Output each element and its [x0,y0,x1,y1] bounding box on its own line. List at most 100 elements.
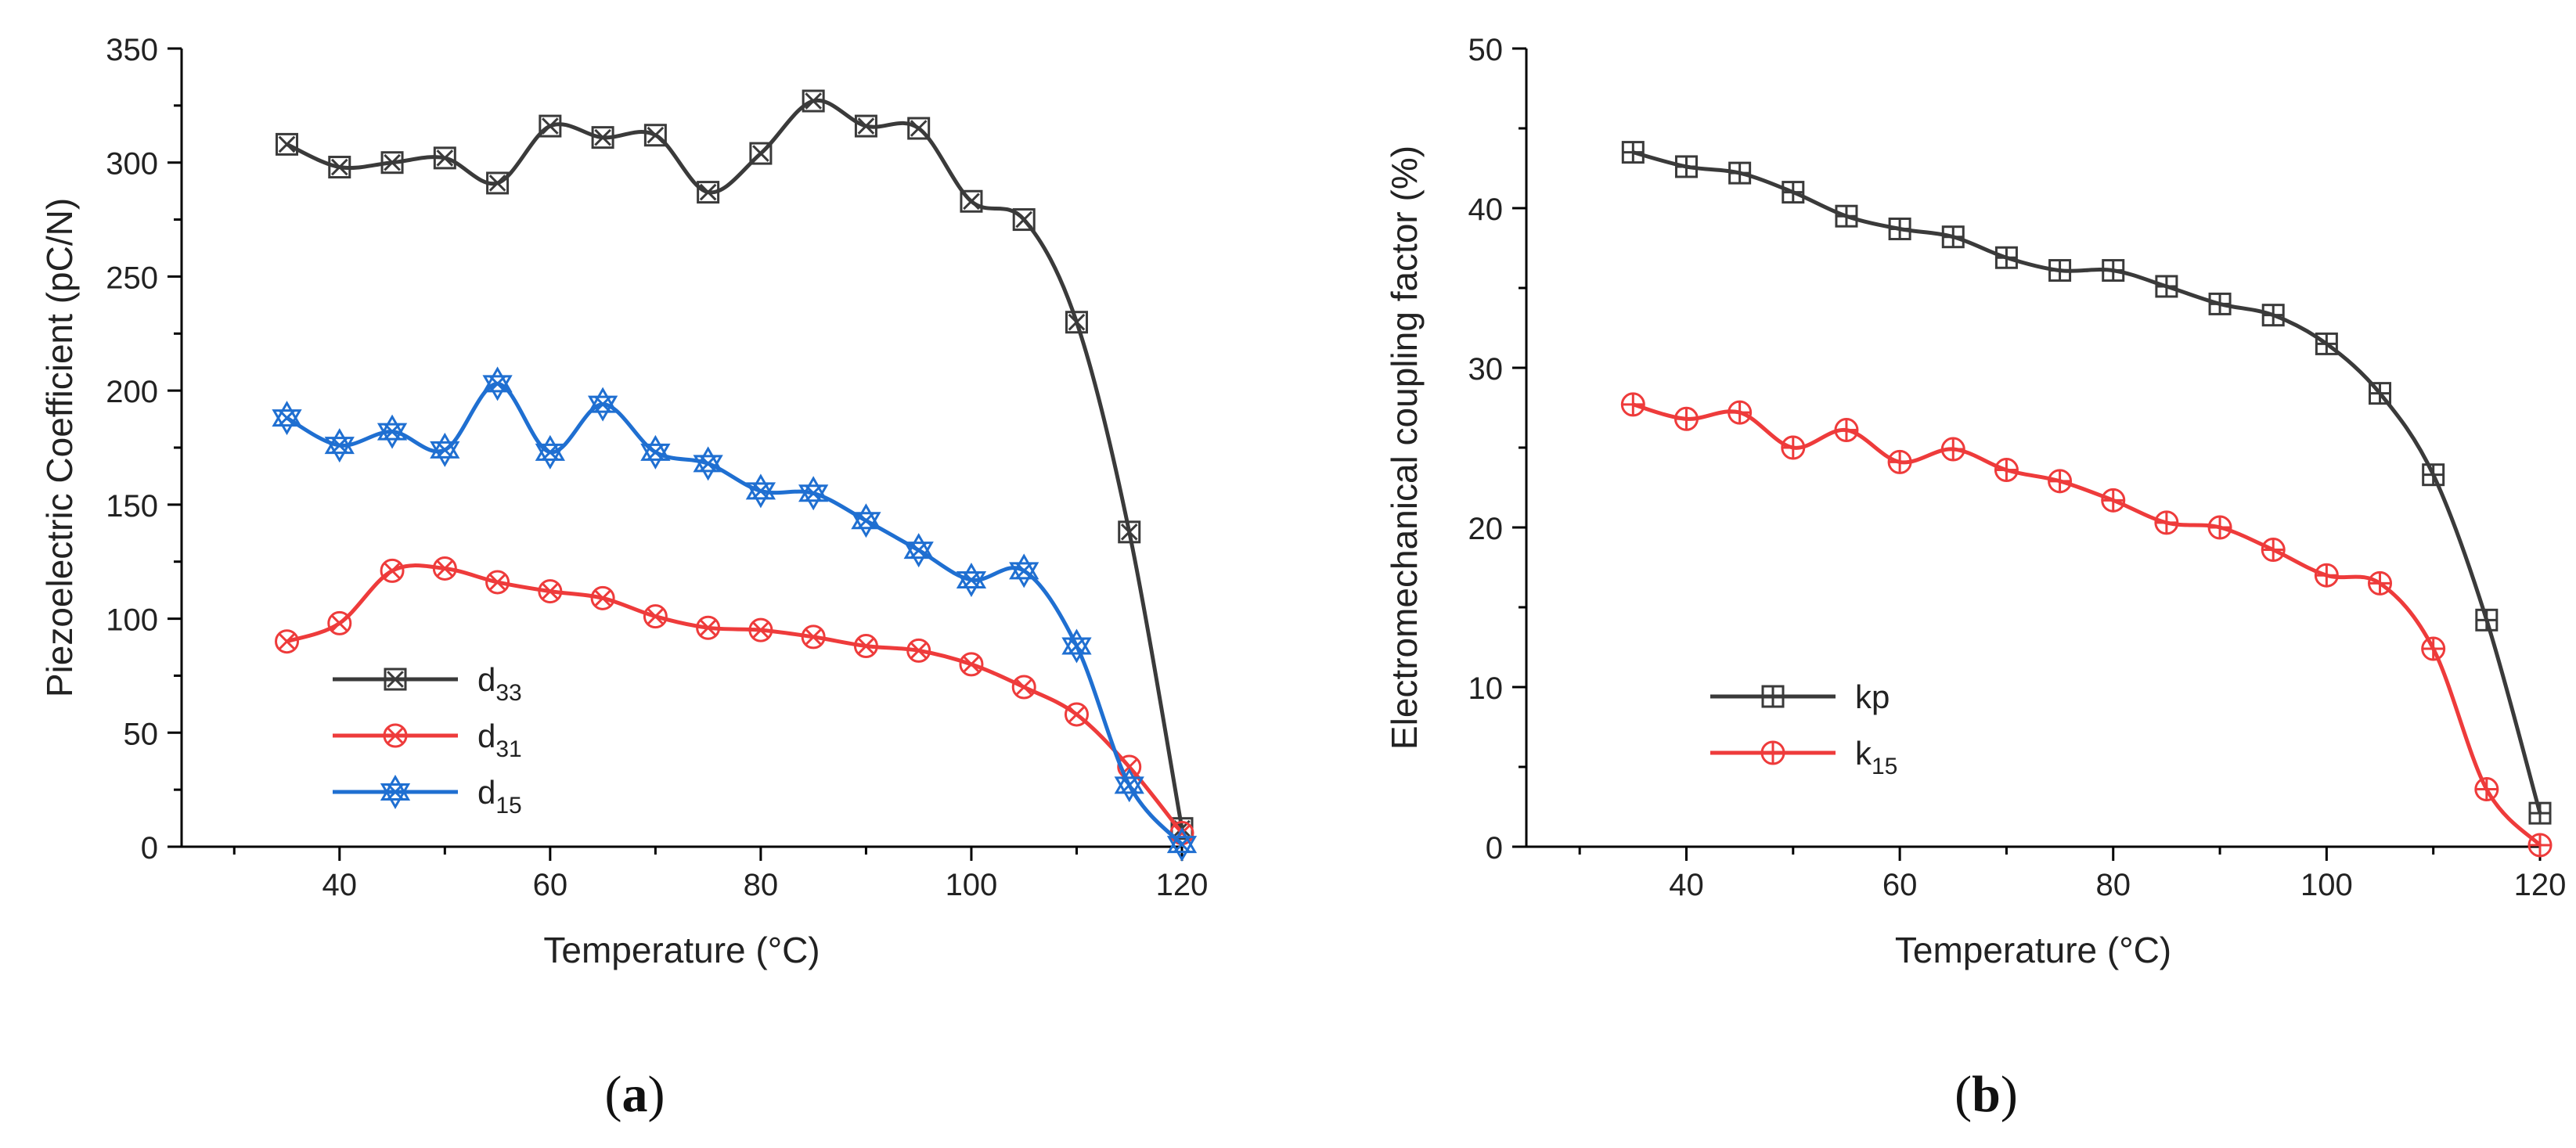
data-point-k15 [2261,538,2286,563]
x-tick-label: 120 [1156,868,1209,902]
legend-marker-d31-ring [383,723,408,748]
data-point-d15-tri-up [272,401,302,427]
data-point-d31-ring [1064,702,1089,727]
data-point-d31-ring [590,585,615,610]
data-point-d31 [853,634,878,659]
legend-marker-d33 [384,668,407,691]
data-point-d15-tri-down [851,512,881,538]
data-point-d31-ring [327,610,352,635]
data-point-d15 [376,414,408,449]
data-point-d31 [1011,675,1036,700]
data-point-d33-box [380,151,404,175]
data-point-d15-tri-down [1009,562,1039,588]
chart-a: 0 50 100 150 200 250 300 350 40 60 80 100 120 Tempera… [39,33,1208,1123]
data-point-d33 [749,142,773,165]
x-tick-label: 100 [2300,868,2353,902]
data-point-kp [1835,204,1858,228]
data-point-d15-cross [330,437,348,454]
data-point-d33-cross [1015,211,1033,229]
data-point-d31 [327,610,352,635]
data-point-d15-tri-up [1009,553,1039,580]
data-point-d15-cross [805,484,822,502]
data-point-d31-ring [959,652,984,677]
legend-label-d31: d31 [477,718,522,762]
data-point-d15-tri-up [640,434,671,461]
data-point-d15 [1166,827,1198,862]
data-point-d31 [538,579,563,604]
data-point-d33 [907,117,931,140]
data-point-k15-ring [1620,392,1645,417]
data-point-d15-tri-down [1061,637,1092,664]
series-kp [1621,141,2552,825]
data-point-d31-cross [805,628,822,646]
data-point-kp-plus [2369,383,2390,404]
data-point-d31 [485,570,510,595]
x-tick-label: 60 [1882,868,1918,902]
data-point-d31-cross [488,574,506,591]
data-point-k15 [2527,833,2553,858]
data-point-d33-cross [436,149,454,167]
data-point-kp [1782,181,1805,204]
series-line-d31 [286,563,1184,835]
data-point-d31-ring [748,617,773,642]
legend-marker-d15-tri-down [380,783,411,809]
data-point-k15-plus [1623,394,1644,415]
data-point-d15-tri-down [482,375,513,401]
data-point-d33-box [960,189,983,213]
legend-label-k15: k15 [1855,735,1897,779]
data-point-d33-cross [963,193,980,211]
data-point-kp-plus [2210,293,2231,315]
data-point-d31-cross [278,632,296,650]
data-point-kp [1888,218,1911,241]
data-point-d33-box [1118,520,1141,544]
data-point-k15-ring [2101,488,2126,513]
data-point-d31-ring [1011,675,1036,700]
data-point-d33 [1012,208,1036,232]
data-point-kp-plus [1890,218,1911,239]
data-point-k15 [2314,563,2339,588]
data-point-d33 [960,189,983,213]
data-point-k15 [1834,418,1859,443]
data-point-d33 [433,146,456,170]
data-point-d15-tri-up [1166,827,1198,854]
data-point-k15 [2474,777,2499,802]
data-point-d33-cross [330,158,348,176]
data-point-d33-box [907,117,931,140]
data-point-d33-box [749,142,773,165]
data-point-d15-cross [699,455,717,473]
data-point-d31-ring [853,634,878,659]
data-point-d15-tri-down [1114,776,1144,803]
data-point-d15-cross [752,482,769,500]
y-tick-label: 0 [1486,831,1503,865]
data-point-d15-tri-up [376,414,408,441]
data-point-d15 [272,401,302,436]
data-point-d15-tri-down [693,455,723,481]
data-point-d15 [535,434,565,470]
data-point-kp-plus [2156,275,2177,297]
legend-marker-d15-tri-up [380,775,411,801]
data-point-k15-plus [2156,512,2177,533]
data-point-k15 [1620,392,1645,417]
data-point-d15-tri-up [587,387,618,413]
data-point-d31 [801,624,826,650]
data-point-d15-tri-up [851,503,881,530]
legend-marker-d31-cross [387,727,404,744]
data-point-kp-plus [1836,206,1857,227]
x-tick-label: 100 [946,868,998,902]
data-point-d15-tri-up [903,533,934,560]
data-point-d31-cross [857,637,875,655]
data-point-kp [2102,259,2125,283]
data-point-d15-tri-up [482,366,513,393]
data-point-kp [2048,259,2072,283]
data-point-d31-ring [906,638,931,663]
x-tick-label: 120 [2514,868,2567,902]
data-point-d15-tri-down [376,423,408,449]
x-tick-label: 80 [744,868,779,902]
data-point-d33 [1118,520,1141,544]
data-point-d31-cross [594,589,611,607]
data-point-k15 [2421,636,2446,661]
y-tick-label: 20 [1468,512,1504,546]
data-point-d15-tri-up [535,434,565,461]
data-point-kp [2155,275,2178,298]
data-point-k15-plus [2102,490,2124,511]
